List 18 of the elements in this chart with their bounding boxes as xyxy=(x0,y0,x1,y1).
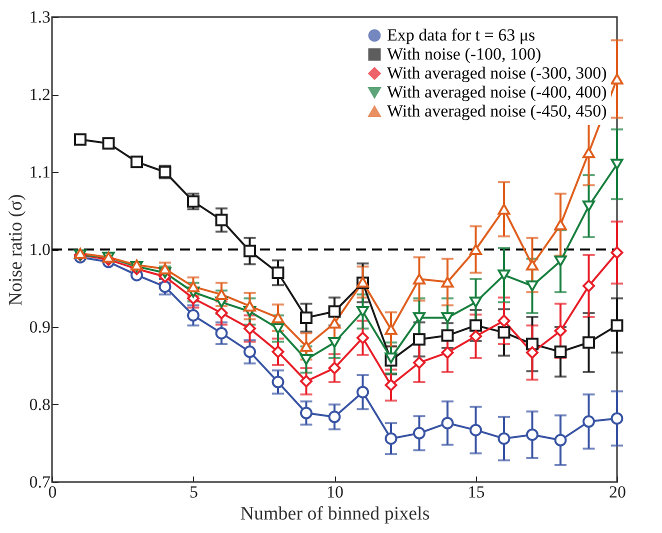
legend-label: With averaged noise (-450, 450) xyxy=(387,102,607,120)
x-tick-label: 0 xyxy=(48,482,57,502)
x-tick-label: 20 xyxy=(609,482,626,502)
legend-label: Exp data for t = 63 μs xyxy=(387,26,536,44)
x-tick-label: 10 xyxy=(326,482,344,502)
y-tick-label: 1.2 xyxy=(29,85,50,104)
legend-label: With averaged noise (-400, 400) xyxy=(387,82,607,102)
y-tick-label: 0.8 xyxy=(29,395,50,414)
x-tick-label: 15 xyxy=(468,482,485,502)
x-axis-title: Number of binned pixels xyxy=(240,504,430,524)
y-tick-label: 1.0 xyxy=(29,240,50,259)
y-tick-label: 1.3 xyxy=(29,8,50,26)
legend-label: With noise (-100, 100) xyxy=(387,44,542,64)
y-tick-label: 0.9 xyxy=(29,318,50,336)
legend-label: With averaged noise (-300, 300) xyxy=(387,64,607,82)
y-axis-title: Noise ratio (σ) xyxy=(5,194,26,306)
y-tick-label: 1.1 xyxy=(29,162,50,182)
x-tick-label: 5 xyxy=(190,482,198,502)
